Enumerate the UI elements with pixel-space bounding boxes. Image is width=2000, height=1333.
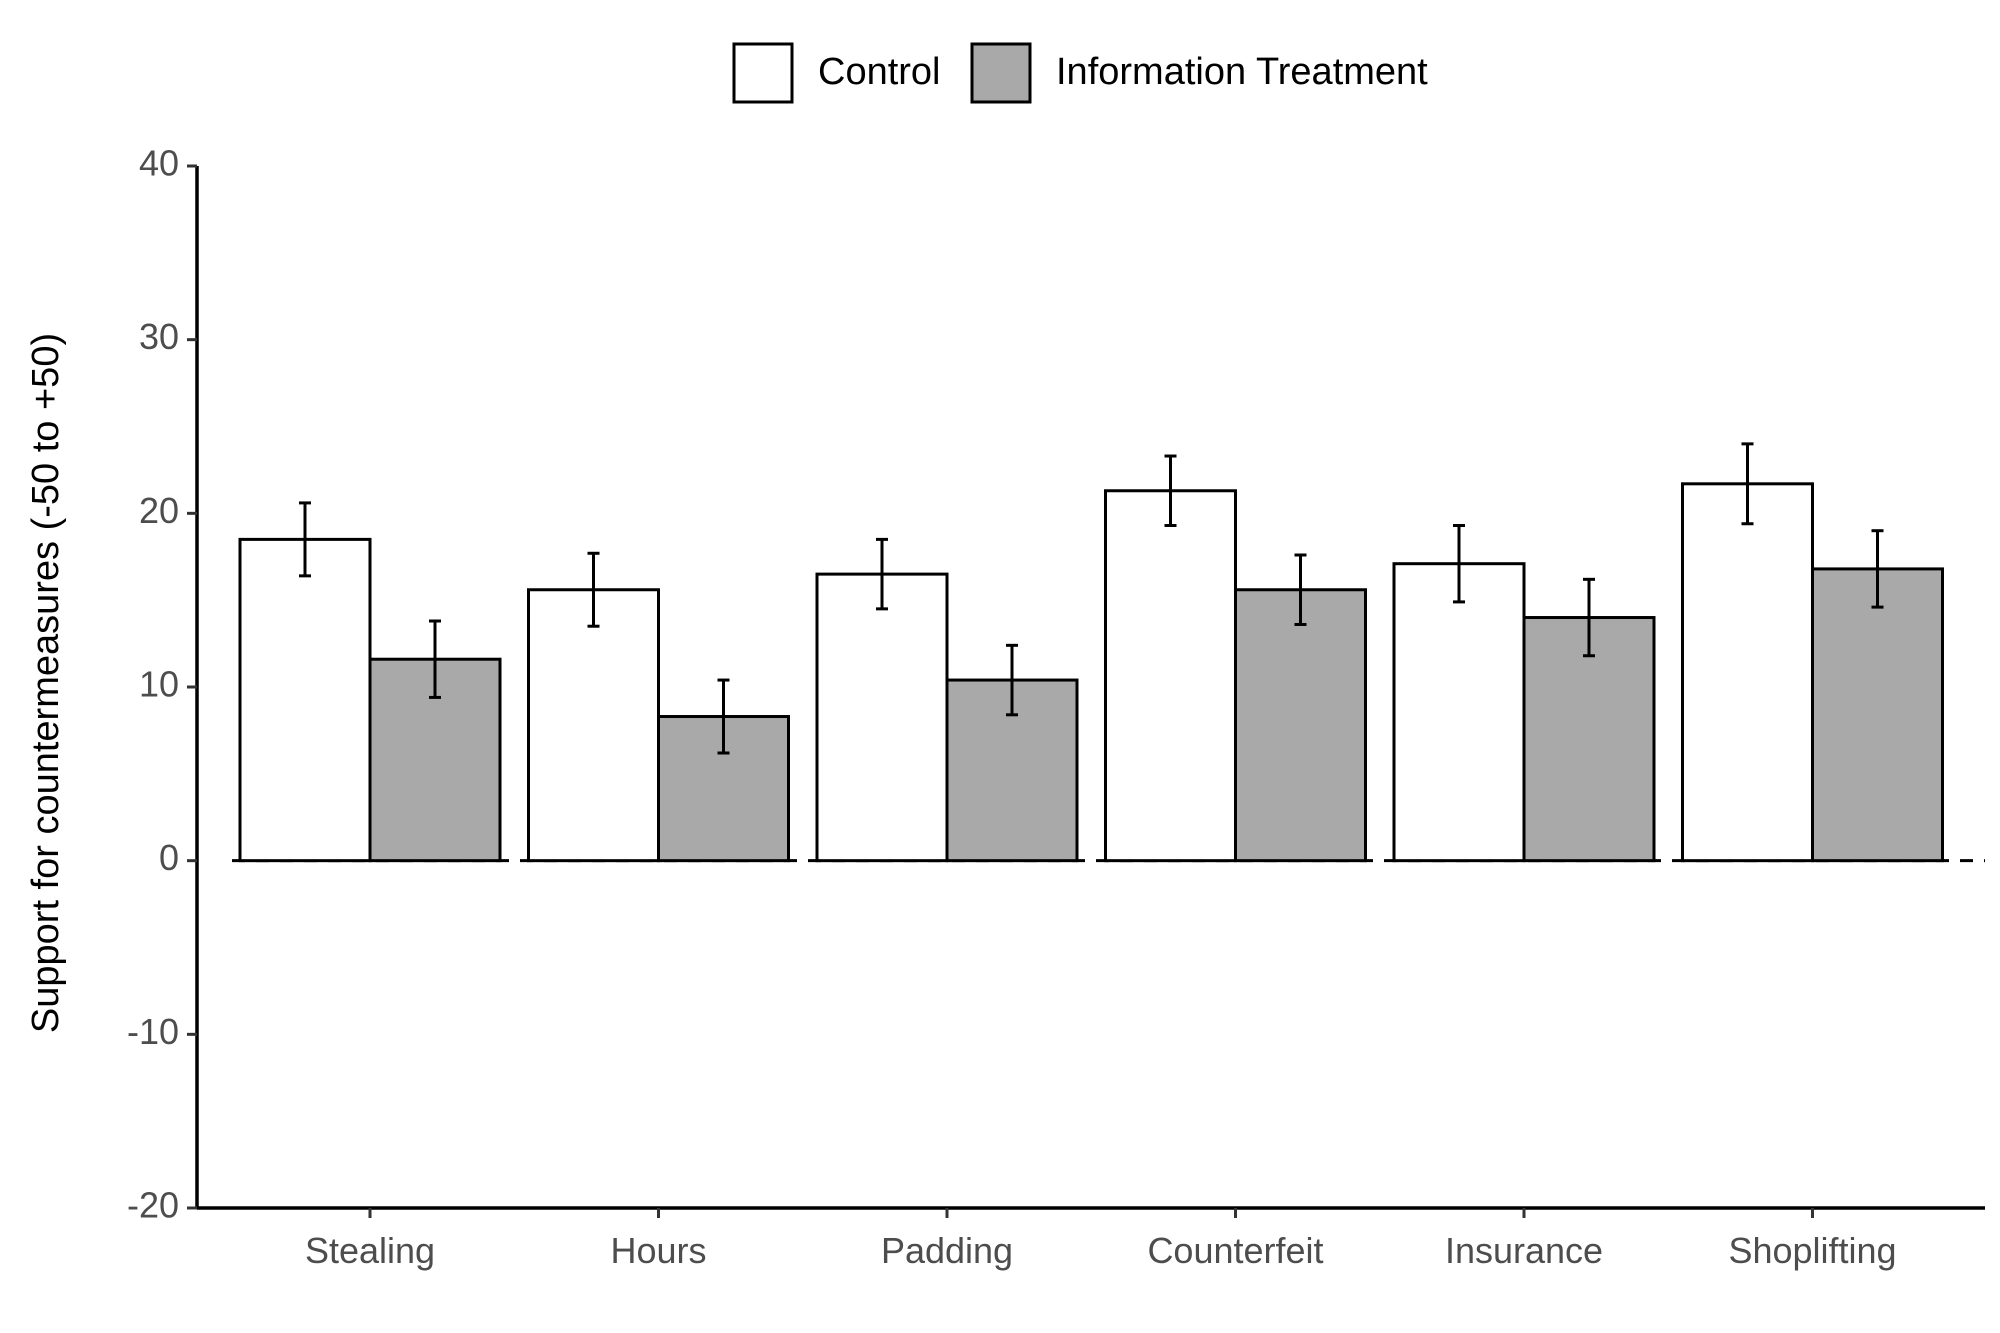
y-axis: -20 -10 0 10 20 30 40 <box>127 143 199 1226</box>
x-tick-label: Counterfeit <box>1147 1230 1323 1271</box>
error-bar-control <box>876 537 888 611</box>
error-bar-information-treatment <box>1006 643 1018 717</box>
x-axis: Stealing Hours Padding Counterfeit Insurance… <box>197 1206 1985 1271</box>
y-tick-label: 20 <box>139 490 179 531</box>
bar-information-treatment <box>1234 588 1367 863</box>
y-tick-label: 30 <box>139 316 179 357</box>
legend: Control Information Treatment <box>732 42 1428 104</box>
x-tick-label: Insurance <box>1445 1230 1603 1271</box>
legend-key-information-treatment <box>970 42 1032 104</box>
y-axis-title: Support for countermeasures (-50 to +50) <box>25 333 67 1033</box>
legend-label-control: Control <box>818 51 941 93</box>
y-tick-label: 0 <box>159 837 179 878</box>
bar-control <box>815 572 949 863</box>
error-bar-control <box>299 501 311 578</box>
y-tick-label: 10 <box>139 664 179 705</box>
bar-control <box>1392 562 1526 863</box>
bar-control <box>527 588 660 863</box>
y-tick-label: -20 <box>127 1185 179 1226</box>
bar-control <box>238 537 372 863</box>
x-tick-label: Padding <box>881 1230 1013 1271</box>
legend-key-control <box>732 42 794 104</box>
y-tick-label: 40 <box>139 143 179 184</box>
error-bar-information-treatment <box>1583 577 1595 658</box>
error-bar-information-treatment <box>429 619 441 699</box>
x-tick-label: Shoplifting <box>1728 1230 1896 1271</box>
error-bar-information-treatment <box>1294 553 1307 626</box>
bars <box>238 482 1944 863</box>
error-bar-control <box>587 551 600 628</box>
bar-information-treatment <box>1522 616 1656 863</box>
error-bar-control <box>1741 442 1754 526</box>
bar-control <box>1681 482 1814 863</box>
error-bars <box>299 442 1884 755</box>
bar-control <box>1104 489 1237 863</box>
error-bar-information-treatment <box>1871 529 1884 609</box>
x-tick-label: Stealing <box>305 1230 435 1271</box>
error-bar-control <box>1164 454 1177 527</box>
bar-information-treatment <box>1811 567 1944 863</box>
y-tick-label: -10 <box>127 1011 179 1052</box>
error-bar-control <box>1453 523 1465 604</box>
legend-label-information-treatment: Information Treatment <box>1056 51 1428 93</box>
error-bar-information-treatment <box>717 678 730 755</box>
x-tick-label: Hours <box>610 1230 706 1271</box>
